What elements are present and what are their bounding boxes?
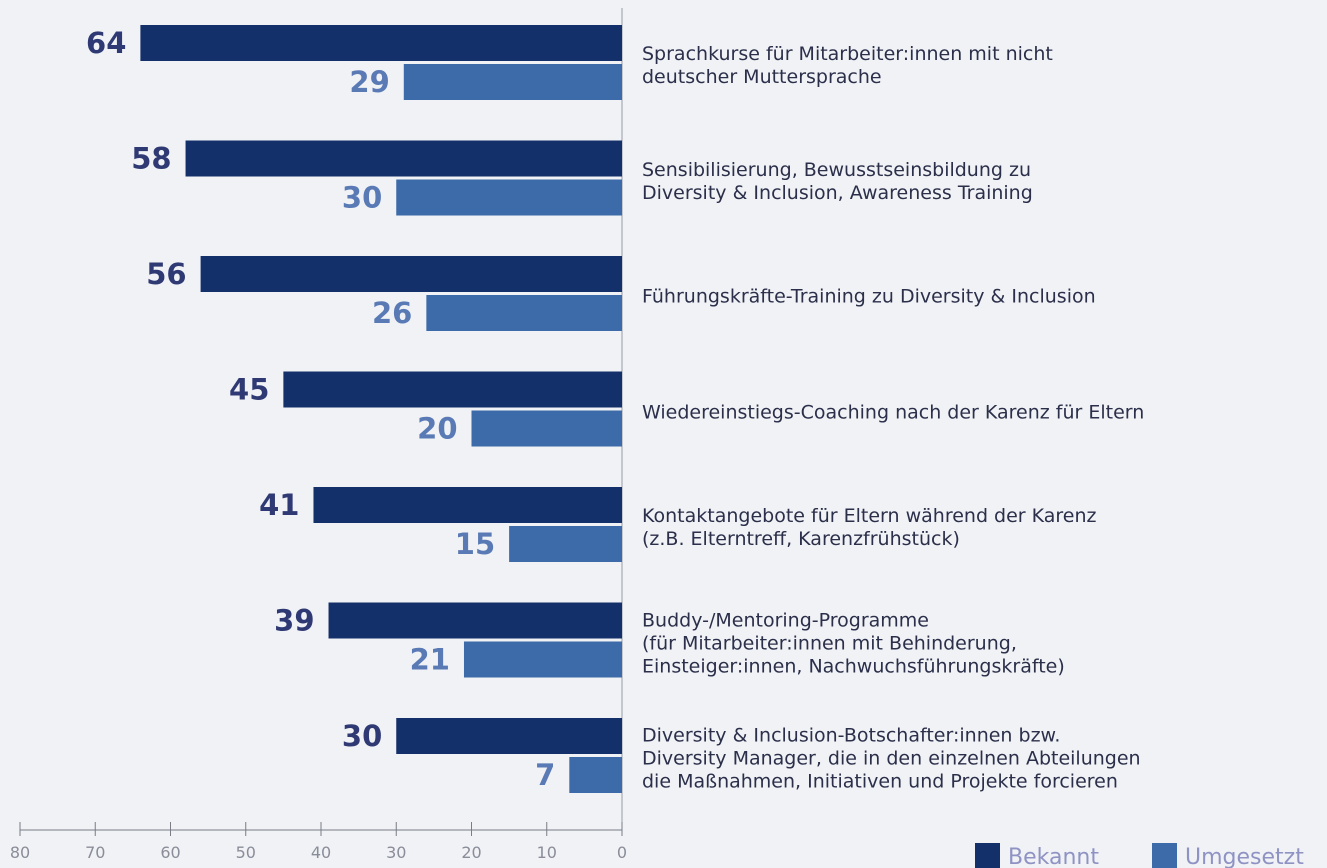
value-label: 64 [86,26,126,60]
value-label: 21 [410,643,450,677]
category-label: Buddy-/Mentoring-Programme (für Mitarbei… [642,609,1065,677]
bar [569,757,622,793]
x-tick-label: 60 [160,843,180,862]
category-label: Sprachkurse für Mitarbeiter:innen mit ni… [642,43,1053,88]
legend-label: Umgesetzt [1185,845,1304,868]
bar [396,179,622,216]
category-label: Wiedereinstiegs-Coaching nach der Karenz… [642,401,1145,423]
category-label: Kontaktangebote für Eltern während der K… [642,505,1097,550]
value-label: 56 [146,257,186,291]
x-tick-label: 40 [311,843,331,862]
bar [509,526,622,562]
x-tick-label: 20 [461,843,481,862]
x-tick-label: 70 [85,843,105,862]
value-label: 30 [342,181,382,215]
legend-swatch [975,843,1000,868]
value-label: 39 [274,604,314,638]
x-tick-label: 80 [10,843,30,862]
x-tick-label: 0 [617,843,627,862]
value-label: 29 [349,65,389,99]
value-label: 20 [417,412,457,446]
bar [328,602,622,639]
value-label: 58 [131,142,171,176]
value-label: 15 [455,527,495,561]
value-label: 41 [259,488,299,522]
x-tick-label: 10 [537,843,557,862]
category-label: Führungskräfte-Training zu Diversity & I… [642,285,1096,308]
value-label: 45 [229,373,269,407]
bar [140,25,622,61]
value-label: 7 [535,758,555,792]
bar [200,256,622,292]
value-label: 26 [372,296,412,330]
bar [313,487,622,523]
bar [283,371,622,408]
value-label: 30 [342,719,382,753]
bar [185,140,623,177]
legend-label: Bekannt [1008,845,1099,868]
bar [403,64,622,100]
x-tick-label: 30 [386,843,406,862]
x-tick-label: 50 [236,843,256,862]
bar [396,718,622,754]
legend-swatch [1152,843,1177,868]
bar [471,410,622,447]
bar [463,641,622,678]
category-label: Sensibilisierung, Bewusstseinsbildung zu… [642,158,1033,204]
category-label: Diversity & Inclusion-Botschafter:innen … [642,724,1141,793]
bar [426,295,622,331]
